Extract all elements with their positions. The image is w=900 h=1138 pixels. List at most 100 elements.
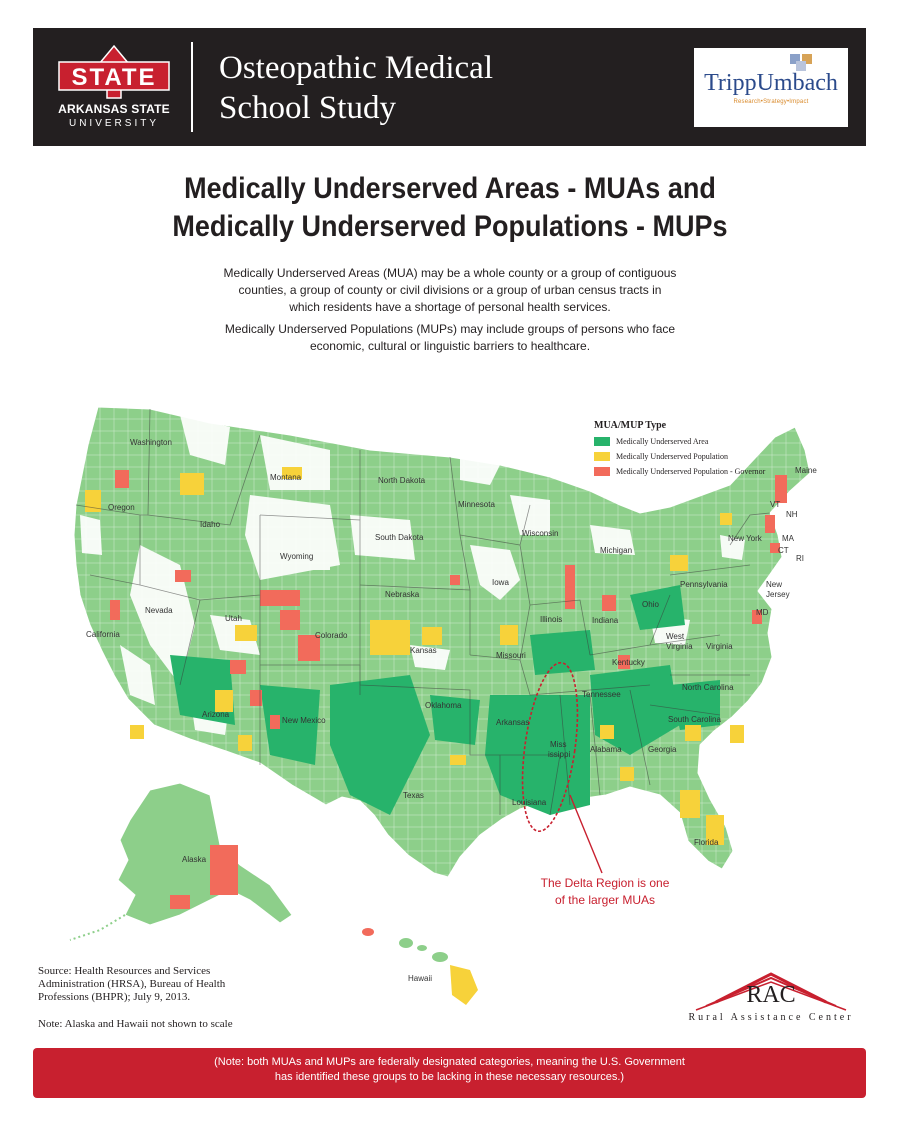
us-mua-map: Washington Oregon California Nevada Idah… — [69, 406, 817, 1005]
logo-line1: ARKANSAS STATE — [58, 102, 170, 116]
label-georgia: Georgia — [648, 745, 677, 754]
legend-item-mup-governor: Medically Underserved Population - Gover… — [594, 464, 765, 479]
delta-note-line2: of the larger MUAs — [554, 893, 656, 907]
label-kansas: Kansas — [410, 646, 437, 655]
label-md: MD — [756, 608, 769, 617]
legend-label-mua: Medically Underserved Area — [616, 437, 709, 446]
label-montana: Montana — [270, 473, 302, 482]
study-title-line1: Osteopathic Medical — [219, 50, 493, 86]
label-louisiana: Louisiana — [512, 798, 547, 807]
aleutian-islands — [69, 914, 126, 941]
label-wyoming: Wyoming — [280, 552, 313, 561]
footer-note-banner: (Note: both MUAs and MUPs are federally … — [33, 1048, 866, 1098]
label-minnesota: Minnesota — [458, 500, 495, 509]
label-virginia: Virginia — [706, 642, 733, 651]
label-west-virginia-line2: Virginia — [666, 642, 693, 651]
legend-swatch-mup — [594, 452, 610, 461]
state-labels: Washington Oregon California Nevada Idah… — [86, 438, 817, 983]
logo-square-icon — [802, 54, 812, 64]
label-vt: VT — [770, 500, 780, 509]
alaska-governor-patch — [170, 895, 190, 909]
label-alaska: Alaska — [182, 855, 207, 864]
legend-item-mua: Medically Underserved Area — [594, 434, 765, 449]
source-citation: Source: Health Resources and Services Ad… — [38, 965, 226, 1003]
legend-title: MUA/MUP Type — [594, 420, 667, 431]
label-missouri: Missouri — [496, 651, 526, 660]
page-title: Medically Underserved Areas - MUAs and M… — [99, 170, 801, 246]
delta-pointer-line — [569, 794, 603, 874]
header-divider — [191, 42, 193, 132]
mua-description-line1: Medically Underserved Areas (MUA) may be… — [223, 266, 677, 280]
label-idaho: Idaho — [200, 520, 221, 529]
logo-wordmark: STATE — [71, 64, 156, 91]
label-oklahoma: Oklahoma — [425, 701, 462, 710]
label-florida: Florida — [694, 838, 719, 847]
label-new-mexico: New Mexico — [282, 716, 326, 725]
label-maine: Maine — [795, 466, 817, 475]
state-wordmark-icon: STATE — [58, 44, 170, 99]
label-west-virginia-line1: West — [666, 632, 685, 641]
label-mississippi-line1: Miss — [550, 740, 566, 749]
label-tennessee: Tennessee — [582, 690, 621, 699]
label-ri: RI — [796, 554, 804, 563]
mup-description-line1: Medically Underserved Populations (MUPs)… — [224, 322, 676, 336]
legend-swatch-mup-governor — [594, 467, 610, 476]
study-title-line2: School Study — [219, 90, 396, 126]
mua-description: Medically Underserved Areas (MUA) may be… — [190, 265, 710, 316]
delta-region-note: The Delta Region is one of the larger MU… — [520, 875, 690, 909]
label-mississippi-line2: issippi — [548, 750, 570, 759]
label-new-york: New York — [728, 534, 763, 543]
footer-note-line1: (Note: both MUAs and MUPs are federally … — [214, 1056, 685, 1068]
page-title-line2: Medically Underserved Populations - MUPs — [172, 210, 728, 243]
alaska-shape — [117, 782, 293, 926]
label-alabama: Alabama — [590, 745, 622, 754]
label-north-carolina: North Carolina — [682, 683, 734, 692]
header-banner: STATE ARKANSAS STATE UNIVERSITY Osteopat… — [33, 28, 866, 146]
label-north-dakota: North Dakota — [378, 476, 426, 485]
label-hawaii: Hawaii — [408, 974, 432, 983]
label-oregon: Oregon — [108, 503, 135, 512]
partner-name: TrippUmbach — [704, 70, 838, 96]
partner-tagline: Research•Strategy•Impact — [733, 99, 809, 105]
logo-square-icon — [790, 54, 800, 64]
rac-name: Rural Assistance Center — [688, 1012, 854, 1023]
state-borders — [75, 408, 771, 816]
label-new-jersey-line2: Jersey — [766, 590, 790, 599]
mup-governor-patches — [110, 470, 787, 729]
alaska-governor-patch — [210, 845, 238, 895]
label-kentucky: Kentucky — [612, 658, 645, 667]
mua-description-line3: which residents have a shortage of perso… — [289, 300, 611, 314]
tripp-umbach-logo: TrippUmbach Research•Strategy•Impact — [694, 48, 848, 127]
delta-note-line1: The Delta Region is one — [540, 876, 670, 890]
label-ma: MA — [782, 534, 795, 543]
label-arizona: Arizona — [202, 710, 230, 719]
legend-label-mup-governor: Medically Underserved Population - Gover… — [616, 467, 766, 476]
label-new-jersey-line1: New — [766, 580, 782, 589]
label-nh: NH — [786, 510, 798, 519]
label-illinois: Illinois — [540, 615, 562, 624]
mup-description-line2: economic, cultural or linguistic barrier… — [309, 339, 591, 353]
label-nevada: Nevada — [145, 606, 173, 615]
legend-label-mup: Medically Underserved Population — [616, 452, 728, 461]
label-california: California — [86, 630, 120, 639]
map-legend: MUA/MUP Type Medically Underserved Area … — [594, 420, 765, 479]
logo-square-icon — [796, 61, 806, 71]
label-washington: Washington — [130, 438, 172, 447]
label-south-carolina: South Carolina — [668, 715, 721, 724]
mup-description: Medically Underserved Populations (MUPs)… — [190, 321, 710, 355]
footer-note-line2: has identified these groups to be lackin… — [274, 1071, 625, 1083]
label-nebraska: Nebraska — [385, 590, 420, 599]
mup-patches — [85, 467, 744, 845]
mua-description-line2: counties, a group of county or civil div… — [238, 283, 662, 297]
label-ohio: Ohio — [642, 600, 659, 609]
legend-item-mup: Medically Underserved Population — [594, 449, 765, 464]
arkansas-state-logo: STATE ARKANSAS STATE UNIVERSITY — [51, 44, 177, 134]
rural-assistance-center-logo: RAC Rural Assistance Center — [676, 968, 866, 1028]
rac-roof-icon — [695, 972, 847, 1011]
label-texas: Texas — [403, 791, 424, 800]
label-colorado: Colorado — [315, 631, 348, 640]
label-michigan: Michigan — [600, 546, 632, 555]
legend-swatch-mua — [594, 437, 610, 446]
rac-mark: RAC — [746, 982, 796, 1008]
label-ct: CT — [778, 546, 789, 555]
